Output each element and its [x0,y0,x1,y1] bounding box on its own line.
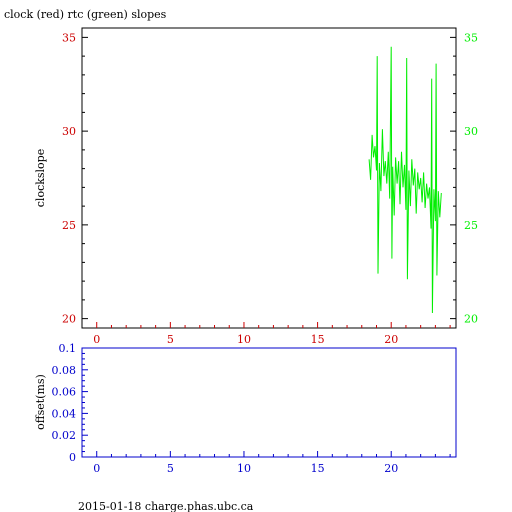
bottom-y-tick-label: 0 [69,451,76,464]
top-x-tick-label: 15 [311,333,325,346]
top-left-tick-label: 20 [62,313,76,326]
bottom-y-axis-label: offset(ms) [34,374,47,430]
bottom-x-tick-label: 20 [384,462,398,475]
top-x-tick-label: 0 [93,333,100,346]
top-y-axis-label: clockslope [34,149,47,207]
bottom-x-axis: 0 5 10 15 20 [93,451,451,475]
top-left-tick-label: 25 [62,219,76,232]
bottom-y-tick-label: 0.06 [52,386,77,399]
top-right-axis: 20 25 30 35 [450,31,478,326]
top-right-tick-label: 20 [464,313,478,326]
top-left-tick-label: 30 [62,125,76,138]
top-left-tick-label: 35 [62,31,76,44]
bottom-x-tick-label: 10 [237,462,251,475]
top-series-layer [368,46,442,314]
bottom-y-axis: 0 0.02 0.04 0.06 0.08 0.1 [52,342,88,464]
top-right-tick-label: 25 [464,219,478,232]
bottom-y-tick-label: 0.04 [52,407,77,420]
bottom-chart: 0 0.02 0.04 0.06 0.08 0.1 0 5 10 15 20 offset(ms) [34,342,457,475]
footer-label: 2015-01-18 charge.phas.ubc.ca [78,500,254,512]
bottom-y-tick-label: 0.08 [52,364,77,377]
bottom-x-tick-label: 15 [311,462,325,475]
top-x-axis: 0 5 10 15 20 [93,322,451,346]
top-x-tick-label: 20 [384,333,398,346]
top-right-tick-label: 35 [464,31,478,44]
top-x-tick-label: 5 [167,333,174,346]
top-x-tick-label: 10 [237,333,251,346]
series-line-rtc [368,46,442,314]
bottom-x-tick-label: 5 [167,462,174,475]
top-left-axis: 20 25 30 35 [62,31,88,326]
top-plot-frame [81,27,457,329]
bottom-y-tick-label: 0.1 [59,342,77,355]
chart-title: clock (red) rtc (green) slopes [4,8,167,21]
top-right-tick-label: 30 [464,125,478,138]
bottom-plot-frame [81,347,457,458]
bottom-y-tick-label: 0.02 [52,429,77,442]
top-chart: 20 25 30 35 20 25 30 35 0 5 10 15 20 clockslope [34,27,478,346]
bottom-x-tick-label: 0 [93,462,100,475]
